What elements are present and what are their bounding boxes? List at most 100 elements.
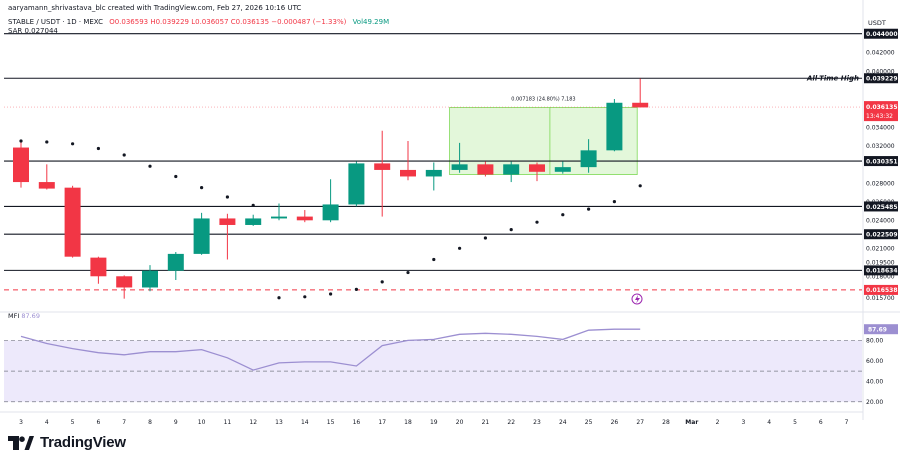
sar-dot <box>251 203 255 207</box>
sar-dot <box>122 153 126 157</box>
range-measure-label: 0.007183 (24.80%) 7,183 <box>511 96 575 102</box>
sar-dot <box>638 184 642 188</box>
time-tick-label: 18 <box>404 419 412 426</box>
sar-dot <box>96 146 100 151</box>
price-tick-label: 0.040000 <box>866 68 895 75</box>
sar-dot <box>200 186 204 190</box>
current-price-label: 0.036135 <box>866 104 898 111</box>
time-tick-label: 14 <box>301 419 309 426</box>
candle-body <box>400 169 416 177</box>
candle-body <box>580 150 597 168</box>
sar-dot <box>483 236 487 240</box>
mfi-tick-label: 60.00 <box>866 358 883 365</box>
time-tick-label: 4 <box>45 419 49 426</box>
mfi-tick-label: 80.00 <box>866 338 883 345</box>
candle-body <box>425 169 442 177</box>
level-price-label: 0.025485 <box>866 204 898 211</box>
symbol-title: STABLE / USDT · 1D · MEXC <box>8 18 103 26</box>
level-price-tag <box>864 284 898 295</box>
time-tick-label: 2 <box>716 419 720 426</box>
price-tick-label: 0.028000 <box>866 180 895 187</box>
candle-body <box>167 253 184 271</box>
level-price-label: 0.030351 <box>866 158 898 165</box>
candle-body <box>245 218 262 225</box>
tradingview-logo: TradingView <box>8 434 126 451</box>
time-tick-label: 9 <box>174 419 178 426</box>
price-tick-label: 0.018000 <box>866 274 895 281</box>
sar-legend: SAR 0.027044 <box>8 27 58 35</box>
time-tick-label: 4 <box>767 419 771 426</box>
time-tick-label: 7 <box>845 419 849 426</box>
candle-body <box>554 167 571 172</box>
tradingview-logo-icon <box>8 435 34 450</box>
time-tick-label: 3 <box>741 419 745 426</box>
time-tick-label: Mar <box>685 419 698 426</box>
time-tick-label: 15 <box>327 419 335 426</box>
brand-name: TradingView <box>40 434 126 451</box>
level-price-tag <box>864 265 898 276</box>
candle-body <box>451 164 468 170</box>
sar-dot <box>380 280 384 284</box>
candle-body <box>322 204 339 221</box>
time-tick-label: 27 <box>636 419 644 426</box>
candle-body <box>632 102 649 108</box>
mfi-line <box>20 328 641 371</box>
countdown-label: 13:43:32 <box>866 113 893 120</box>
sar-dot <box>535 220 539 224</box>
time-tick-label: 8 <box>148 419 152 426</box>
sar-dot <box>225 195 229 199</box>
time-tick-label: 7 <box>122 419 126 426</box>
time-tick-label: 16 <box>353 419 361 426</box>
candle-body <box>219 218 236 225</box>
time-tick-label: 10 <box>198 419 206 426</box>
price-tick-label: 0.021000 <box>866 246 895 253</box>
price-tick-label: 0.042000 <box>866 50 895 57</box>
time-tick-label: 23 <box>533 419 541 426</box>
lightning-icon <box>635 295 640 304</box>
sar-dot <box>561 213 565 217</box>
candle-body <box>38 182 55 189</box>
level-price-tag <box>864 73 898 84</box>
level-price-tag <box>864 201 898 212</box>
candle-body <box>116 276 133 288</box>
time-tick-label: 26 <box>611 419 619 426</box>
sar-dot <box>19 139 23 143</box>
sar-dot <box>277 296 281 300</box>
time-tick-label: 6 <box>819 419 823 426</box>
time-tick-label: 12 <box>249 419 257 426</box>
mfi-value-label: 87.69 <box>868 327 887 334</box>
time-tick-label: 22 <box>507 419 515 426</box>
level-price-tag <box>864 156 898 167</box>
candle-body <box>296 216 313 221</box>
mfi-name: MFI <box>8 312 21 320</box>
price-tick-label: 0.019500 <box>866 260 895 267</box>
all-time-high-label: All-Time High <box>806 75 859 83</box>
sar-dot <box>432 257 436 262</box>
volume-value: Vol49.29M <box>352 18 390 26</box>
price-tick-label: 0.034000 <box>866 124 895 131</box>
time-tick-label: 11 <box>224 419 232 426</box>
sar-dot <box>71 142 75 146</box>
level-price-label: 0.018634 <box>866 268 898 275</box>
range-measure-box <box>449 107 638 175</box>
sar-dot <box>587 207 591 211</box>
mfi-value-tag <box>864 324 898 335</box>
candle-body <box>271 216 287 219</box>
time-tick-label: 20 <box>456 419 464 426</box>
time-tick-label: 5 <box>793 419 797 426</box>
sar-dot <box>303 295 307 299</box>
level-price-label: 0.022509 <box>866 232 898 239</box>
current-price-tag <box>864 101 898 122</box>
mfi-legend: MFI 87.69 <box>8 312 40 320</box>
time-tick-label: 24 <box>559 419 567 426</box>
candle-body <box>64 187 81 257</box>
level-price-tag <box>864 28 898 39</box>
sar-dot <box>458 246 462 250</box>
candle-body <box>142 270 158 288</box>
time-tick-label: 6 <box>96 419 100 426</box>
sar-dot <box>509 228 513 232</box>
sar-dot <box>329 292 333 296</box>
candle-body <box>529 164 545 172</box>
time-tick-label: 19 <box>430 419 438 426</box>
